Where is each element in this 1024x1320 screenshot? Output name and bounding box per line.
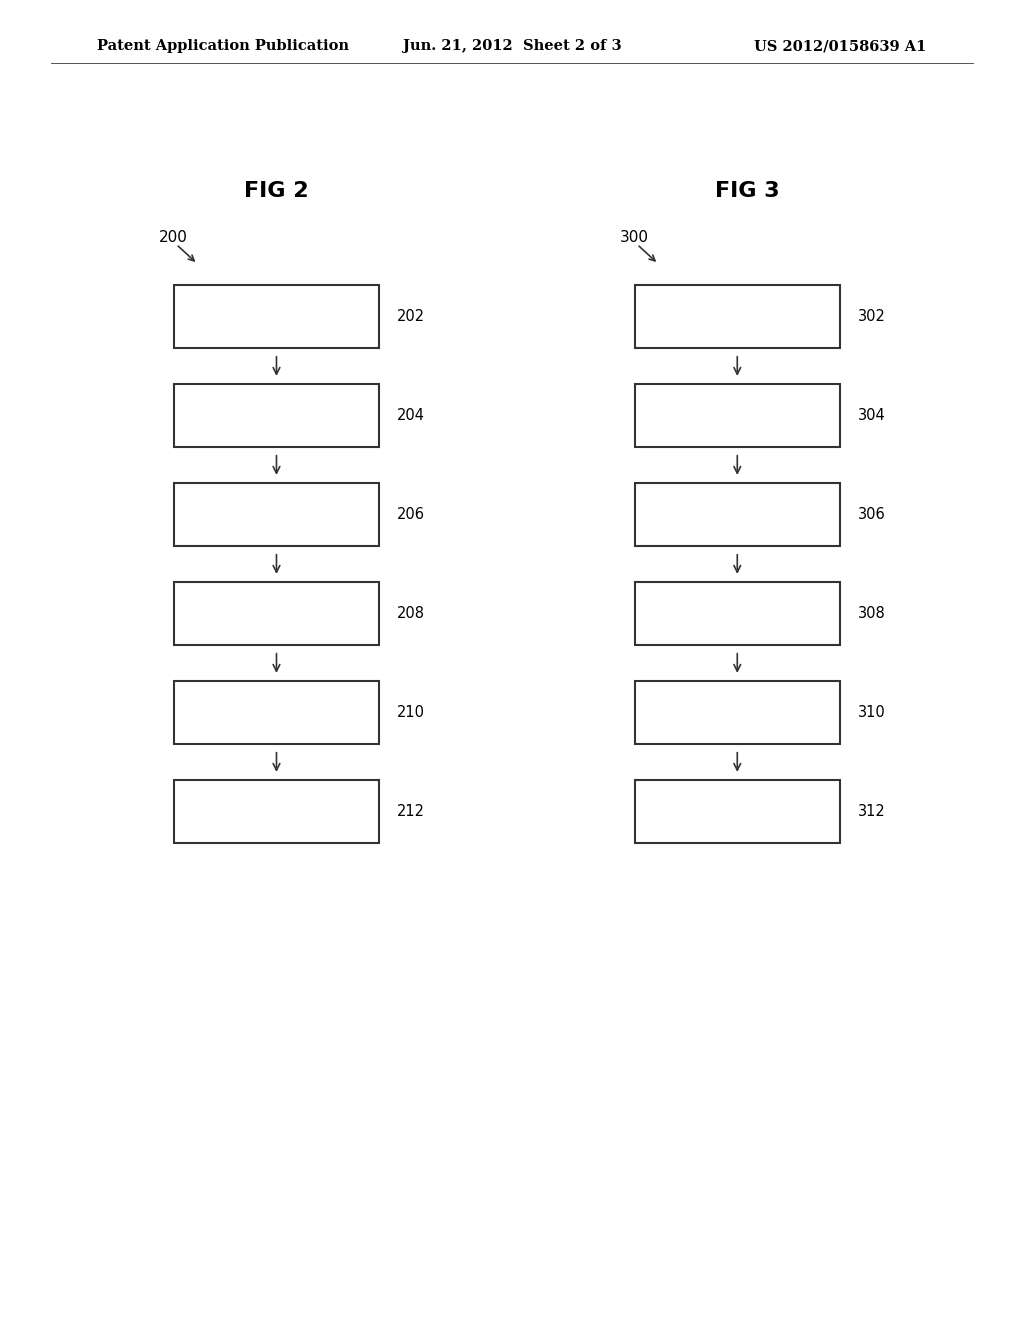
FancyBboxPatch shape <box>174 681 379 744</box>
Text: FIG 3: FIG 3 <box>715 181 780 202</box>
Text: 306: 306 <box>858 507 886 523</box>
Text: 202: 202 <box>397 309 425 325</box>
Text: Jun. 21, 2012  Sheet 2 of 3: Jun. 21, 2012 Sheet 2 of 3 <box>402 40 622 53</box>
Text: 206: 206 <box>397 507 425 523</box>
Text: 310: 310 <box>858 705 886 721</box>
Text: 312: 312 <box>858 804 886 820</box>
Text: 200: 200 <box>159 230 187 246</box>
FancyBboxPatch shape <box>174 384 379 447</box>
FancyBboxPatch shape <box>635 582 840 645</box>
FancyBboxPatch shape <box>174 780 379 843</box>
Text: 300: 300 <box>620 230 648 246</box>
Text: Patent Application Publication: Patent Application Publication <box>97 40 349 53</box>
Text: US 2012/0158639 A1: US 2012/0158639 A1 <box>755 40 927 53</box>
Text: FIG 2: FIG 2 <box>244 181 309 202</box>
FancyBboxPatch shape <box>635 384 840 447</box>
Text: 204: 204 <box>397 408 425 424</box>
FancyBboxPatch shape <box>174 582 379 645</box>
Text: 302: 302 <box>858 309 886 325</box>
Text: 208: 208 <box>397 606 425 622</box>
FancyBboxPatch shape <box>174 483 379 546</box>
Text: 304: 304 <box>858 408 886 424</box>
Text: 308: 308 <box>858 606 886 622</box>
Text: 212: 212 <box>397 804 425 820</box>
Text: 210: 210 <box>397 705 425 721</box>
FancyBboxPatch shape <box>635 285 840 348</box>
FancyBboxPatch shape <box>635 681 840 744</box>
FancyBboxPatch shape <box>635 780 840 843</box>
FancyBboxPatch shape <box>635 483 840 546</box>
FancyBboxPatch shape <box>174 285 379 348</box>
